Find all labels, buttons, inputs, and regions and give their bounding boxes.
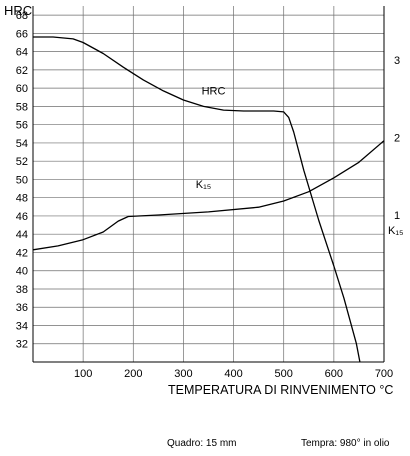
series-line-k15 bbox=[32, 140, 385, 251]
y-left-tick-label: 62 bbox=[16, 65, 28, 77]
y-left-tick-label: 32 bbox=[16, 339, 28, 351]
y-left-tick-label: 40 bbox=[16, 266, 28, 278]
left-axis-ticks: 32 34 36 38 40 42 44 46 48 50 52 54 56 58 60 62 64 66 68 bbox=[16, 10, 28, 351]
y-left-tick-label: 36 bbox=[16, 302, 28, 314]
y-left-tick-label: 44 bbox=[16, 229, 28, 241]
y-left-tick-label: 38 bbox=[16, 284, 28, 296]
y-left-tick-label: 48 bbox=[16, 193, 28, 205]
series-label: K₁₅ bbox=[196, 179, 211, 191]
x-tick-label: 100 bbox=[74, 368, 92, 380]
y-left-tick-label: 50 bbox=[16, 174, 28, 186]
y-left-tick-label: 34 bbox=[16, 320, 28, 332]
note-right: Tempra: 980° in olio bbox=[301, 438, 390, 449]
x-axis-ticks: 100 200 300 400 500 600 700 bbox=[74, 368, 393, 380]
y-right-tick-label: 3 bbox=[394, 55, 400, 67]
series-line-hrc bbox=[33, 36, 361, 363]
y-left-tick-label: 52 bbox=[16, 156, 28, 168]
x-tick-label: 400 bbox=[224, 368, 242, 380]
axes bbox=[32, 6, 385, 363]
x-axis-title: TEMPERATURA DI RINVENIMENTO °C bbox=[168, 383, 393, 397]
y-axis-right-title: K₁₅ bbox=[388, 225, 403, 237]
y-left-tick-label: 64 bbox=[16, 47, 28, 59]
right-axis-ticks: 1 2 3 bbox=[394, 55, 400, 222]
y-right-tick-label: 2 bbox=[394, 133, 400, 145]
y-left-tick-label: 58 bbox=[16, 101, 28, 113]
annotations: HRC K₁₅ bbox=[196, 86, 226, 191]
note-left: Quadro: 15 mm bbox=[167, 438, 237, 449]
x-tick-label: 600 bbox=[325, 368, 343, 380]
y-left-tick-label: 54 bbox=[16, 138, 28, 150]
y-left-tick-label: 56 bbox=[16, 120, 28, 132]
y-left-tick-label: 68 bbox=[16, 10, 28, 22]
x-tick-label: 700 bbox=[375, 368, 393, 380]
y-right-tick-label: 1 bbox=[394, 210, 400, 222]
x-tick-label: 500 bbox=[275, 368, 293, 380]
y-axis-left-title: HRC bbox=[4, 3, 32, 18]
y-left-tick-label: 46 bbox=[16, 211, 28, 223]
x-tick-label: 200 bbox=[124, 368, 142, 380]
grid bbox=[33, 6, 384, 362]
series-label: HRC bbox=[202, 86, 226, 98]
y-left-tick-label: 42 bbox=[16, 247, 28, 259]
y-left-tick-label: 60 bbox=[16, 83, 28, 95]
y-left-tick-label: 66 bbox=[16, 28, 28, 40]
x-tick-label: 300 bbox=[174, 368, 192, 380]
series bbox=[32, 36, 385, 363]
